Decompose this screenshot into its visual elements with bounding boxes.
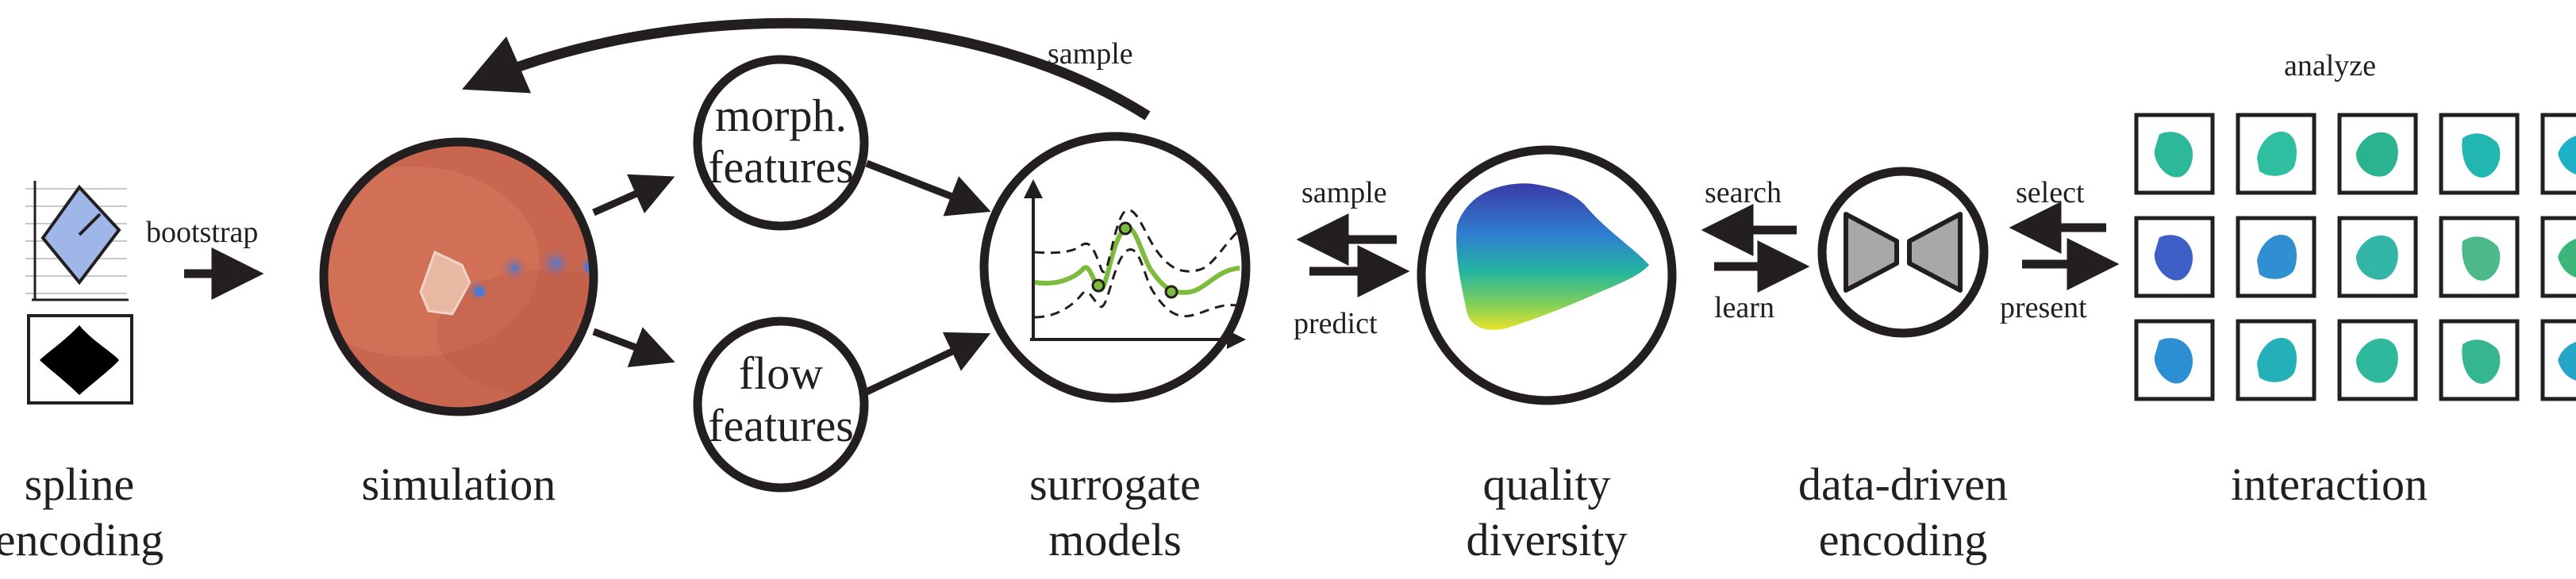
generated-shape xyxy=(2558,342,2576,381)
generated-shape xyxy=(2154,235,2193,281)
generated-shape xyxy=(2462,133,2501,178)
generated-shape xyxy=(2558,136,2576,174)
shape-cell[interactable] xyxy=(2236,216,2316,298)
sim-to-flow-arrow xyxy=(592,327,675,367)
shape-cell[interactable] xyxy=(2540,319,2576,401)
stage-label-spline-line2: encoding xyxy=(0,514,163,566)
surrogate-models-node xyxy=(979,132,1251,403)
shape-cell[interactable] xyxy=(2439,319,2520,401)
stage-label-dde-line2: encoding xyxy=(1819,514,1988,566)
flow-features-line1: flow xyxy=(739,347,823,399)
edge-label-analyze: analyze xyxy=(2284,49,2376,82)
generated-shape xyxy=(2257,338,2297,382)
generated-shape xyxy=(2257,235,2297,279)
shape-cell[interactable] xyxy=(2439,216,2520,298)
sample-feedback-arrow xyxy=(462,17,1151,121)
generated-shape xyxy=(2355,338,2398,383)
shape-cell[interactable] xyxy=(2337,216,2418,298)
flow-features-node: flow features xyxy=(693,316,869,493)
generated-shape xyxy=(2257,132,2297,176)
stage-label-qd-line2: diversity xyxy=(1467,514,1628,566)
shape-cell[interactable] xyxy=(2134,319,2215,401)
spline-plot-icon xyxy=(25,181,129,301)
edge-label-bootstrap: bootstrap xyxy=(146,216,258,249)
generated-shape xyxy=(2154,338,2193,384)
shape-cell[interactable] xyxy=(2540,216,2576,298)
morph-to-surrogate-arrow xyxy=(865,159,991,217)
interaction-shape-grid xyxy=(2134,113,2576,401)
shape-cell[interactable] xyxy=(2337,319,2418,401)
stage-label-interaction: interaction xyxy=(2231,458,2428,510)
morph-features-line2: features xyxy=(708,141,854,193)
shape-cell[interactable] xyxy=(2236,113,2316,195)
edge-label-search: search xyxy=(1705,176,1782,209)
edge-label-sample-top: sample xyxy=(1048,37,1133,71)
edge-label-learn: learn xyxy=(1714,291,1774,324)
stage-label-surrogate-line2: models xyxy=(1048,514,1182,566)
stage-label-simulation: simulation xyxy=(362,458,556,510)
generated-shape xyxy=(2355,235,2398,280)
generated-shape xyxy=(2355,132,2398,177)
stage-label-dde-line1: data-driven xyxy=(1798,458,2008,510)
shape-cell[interactable] xyxy=(2337,113,2418,195)
stage-label-qd-line1: quality xyxy=(1482,458,1610,510)
flow-to-surrogate-arrow xyxy=(865,332,991,396)
shape-cell[interactable] xyxy=(2540,113,2576,195)
sim-to-morph-arrow xyxy=(592,174,675,217)
generated-shape xyxy=(2462,236,2501,281)
edge-label-select: select xyxy=(2016,176,2085,209)
shape-cell[interactable] xyxy=(2134,216,2215,298)
shape-cell[interactable] xyxy=(2236,319,2316,401)
edge-label-predict: predict xyxy=(1294,307,1378,340)
shape-cell[interactable] xyxy=(2134,113,2215,195)
morph-features-node: morph. features xyxy=(693,55,869,231)
edge-label-present: present xyxy=(2000,291,2087,324)
stage-label-surrogate-line1: surrogate xyxy=(1029,458,1201,510)
edge-label-sample-left: sample xyxy=(1301,176,1387,209)
generated-shape xyxy=(2154,132,2193,178)
quality-diversity-node xyxy=(1417,145,1677,405)
morph-features-line1: morph. xyxy=(715,90,847,141)
data-driven-encoding-node xyxy=(1817,167,1989,338)
generated-shape xyxy=(2462,339,2501,384)
shape-cell[interactable] xyxy=(2439,113,2520,195)
spline-shape-icon xyxy=(27,314,133,405)
generated-shape xyxy=(2558,239,2576,278)
stage-label-spline-line1: spline xyxy=(25,458,135,510)
flow-features-line2: features xyxy=(708,400,854,451)
simulation-node xyxy=(319,137,598,416)
